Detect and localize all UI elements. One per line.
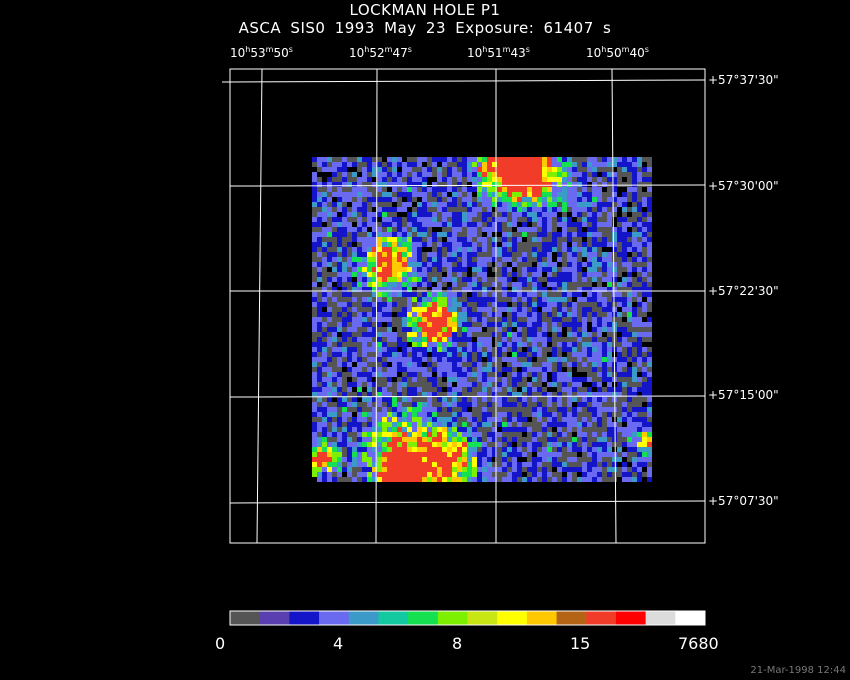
dec-gridline [229, 184, 706, 187]
dec-label: +57°07'30" [708, 494, 779, 508]
colorbar-swatch [378, 611, 409, 625]
plot-subtitle: ASCA SIS0 1993 May 23 Exposure: 61407 s [238, 19, 612, 37]
ra-label: 10h52m47s [349, 45, 412, 60]
colorbar-swatch [645, 611, 676, 625]
ra-gridline [256, 68, 263, 544]
colorbar-label: 15 [570, 634, 591, 653]
ra-label: 10h53m50s [230, 45, 293, 60]
ra-label: 10h50m40s [586, 45, 649, 60]
xray-image [312, 157, 652, 482]
colorbar-label: 8 [452, 634, 463, 653]
ra-gridline [375, 68, 378, 544]
colorbar-label: 7680 [678, 634, 719, 653]
colorbar-label: 0 [215, 634, 226, 653]
dec-gridline [229, 500, 706, 504]
colorbar-swatch [259, 611, 290, 625]
timestamp: 21-Mar-1998 12:44 [750, 665, 846, 676]
dec-label: +57°22'30" [708, 284, 779, 298]
dec-label: +57°15'00" [708, 388, 779, 402]
colorbar-swatch [467, 611, 498, 625]
dec-label: +57°37'30" [708, 73, 779, 87]
colorbar-swatch [437, 611, 468, 625]
dec-gridline [229, 395, 706, 398]
plot-frame [229, 68, 706, 544]
colorbar-swatch [556, 611, 587, 625]
ra-gridline [611, 68, 617, 544]
plot-title: LOCKMAN HOLE P1 [349, 1, 501, 19]
colorbar-label: 4 [333, 634, 344, 653]
dec-gridline [229, 79, 706, 83]
ra-label: 10h51m43s [467, 45, 530, 60]
colorbar-swatch [289, 611, 320, 625]
colorbar-swatch [586, 611, 617, 625]
colorbar-swatch [615, 611, 647, 625]
colorbar-swatch [408, 611, 439, 625]
dec-label: +57°30'00" [708, 179, 779, 193]
colorbar-swatch [348, 611, 379, 625]
colorbar-swatch [319, 611, 350, 625]
colorbar-swatch [675, 611, 706, 625]
colorbar-swatch [526, 611, 558, 625]
colorbar [229, 610, 706, 626]
colorbar-swatch [497, 611, 528, 625]
coordinate-grid [222, 68, 706, 544]
colorbar-swatch [230, 611, 261, 625]
